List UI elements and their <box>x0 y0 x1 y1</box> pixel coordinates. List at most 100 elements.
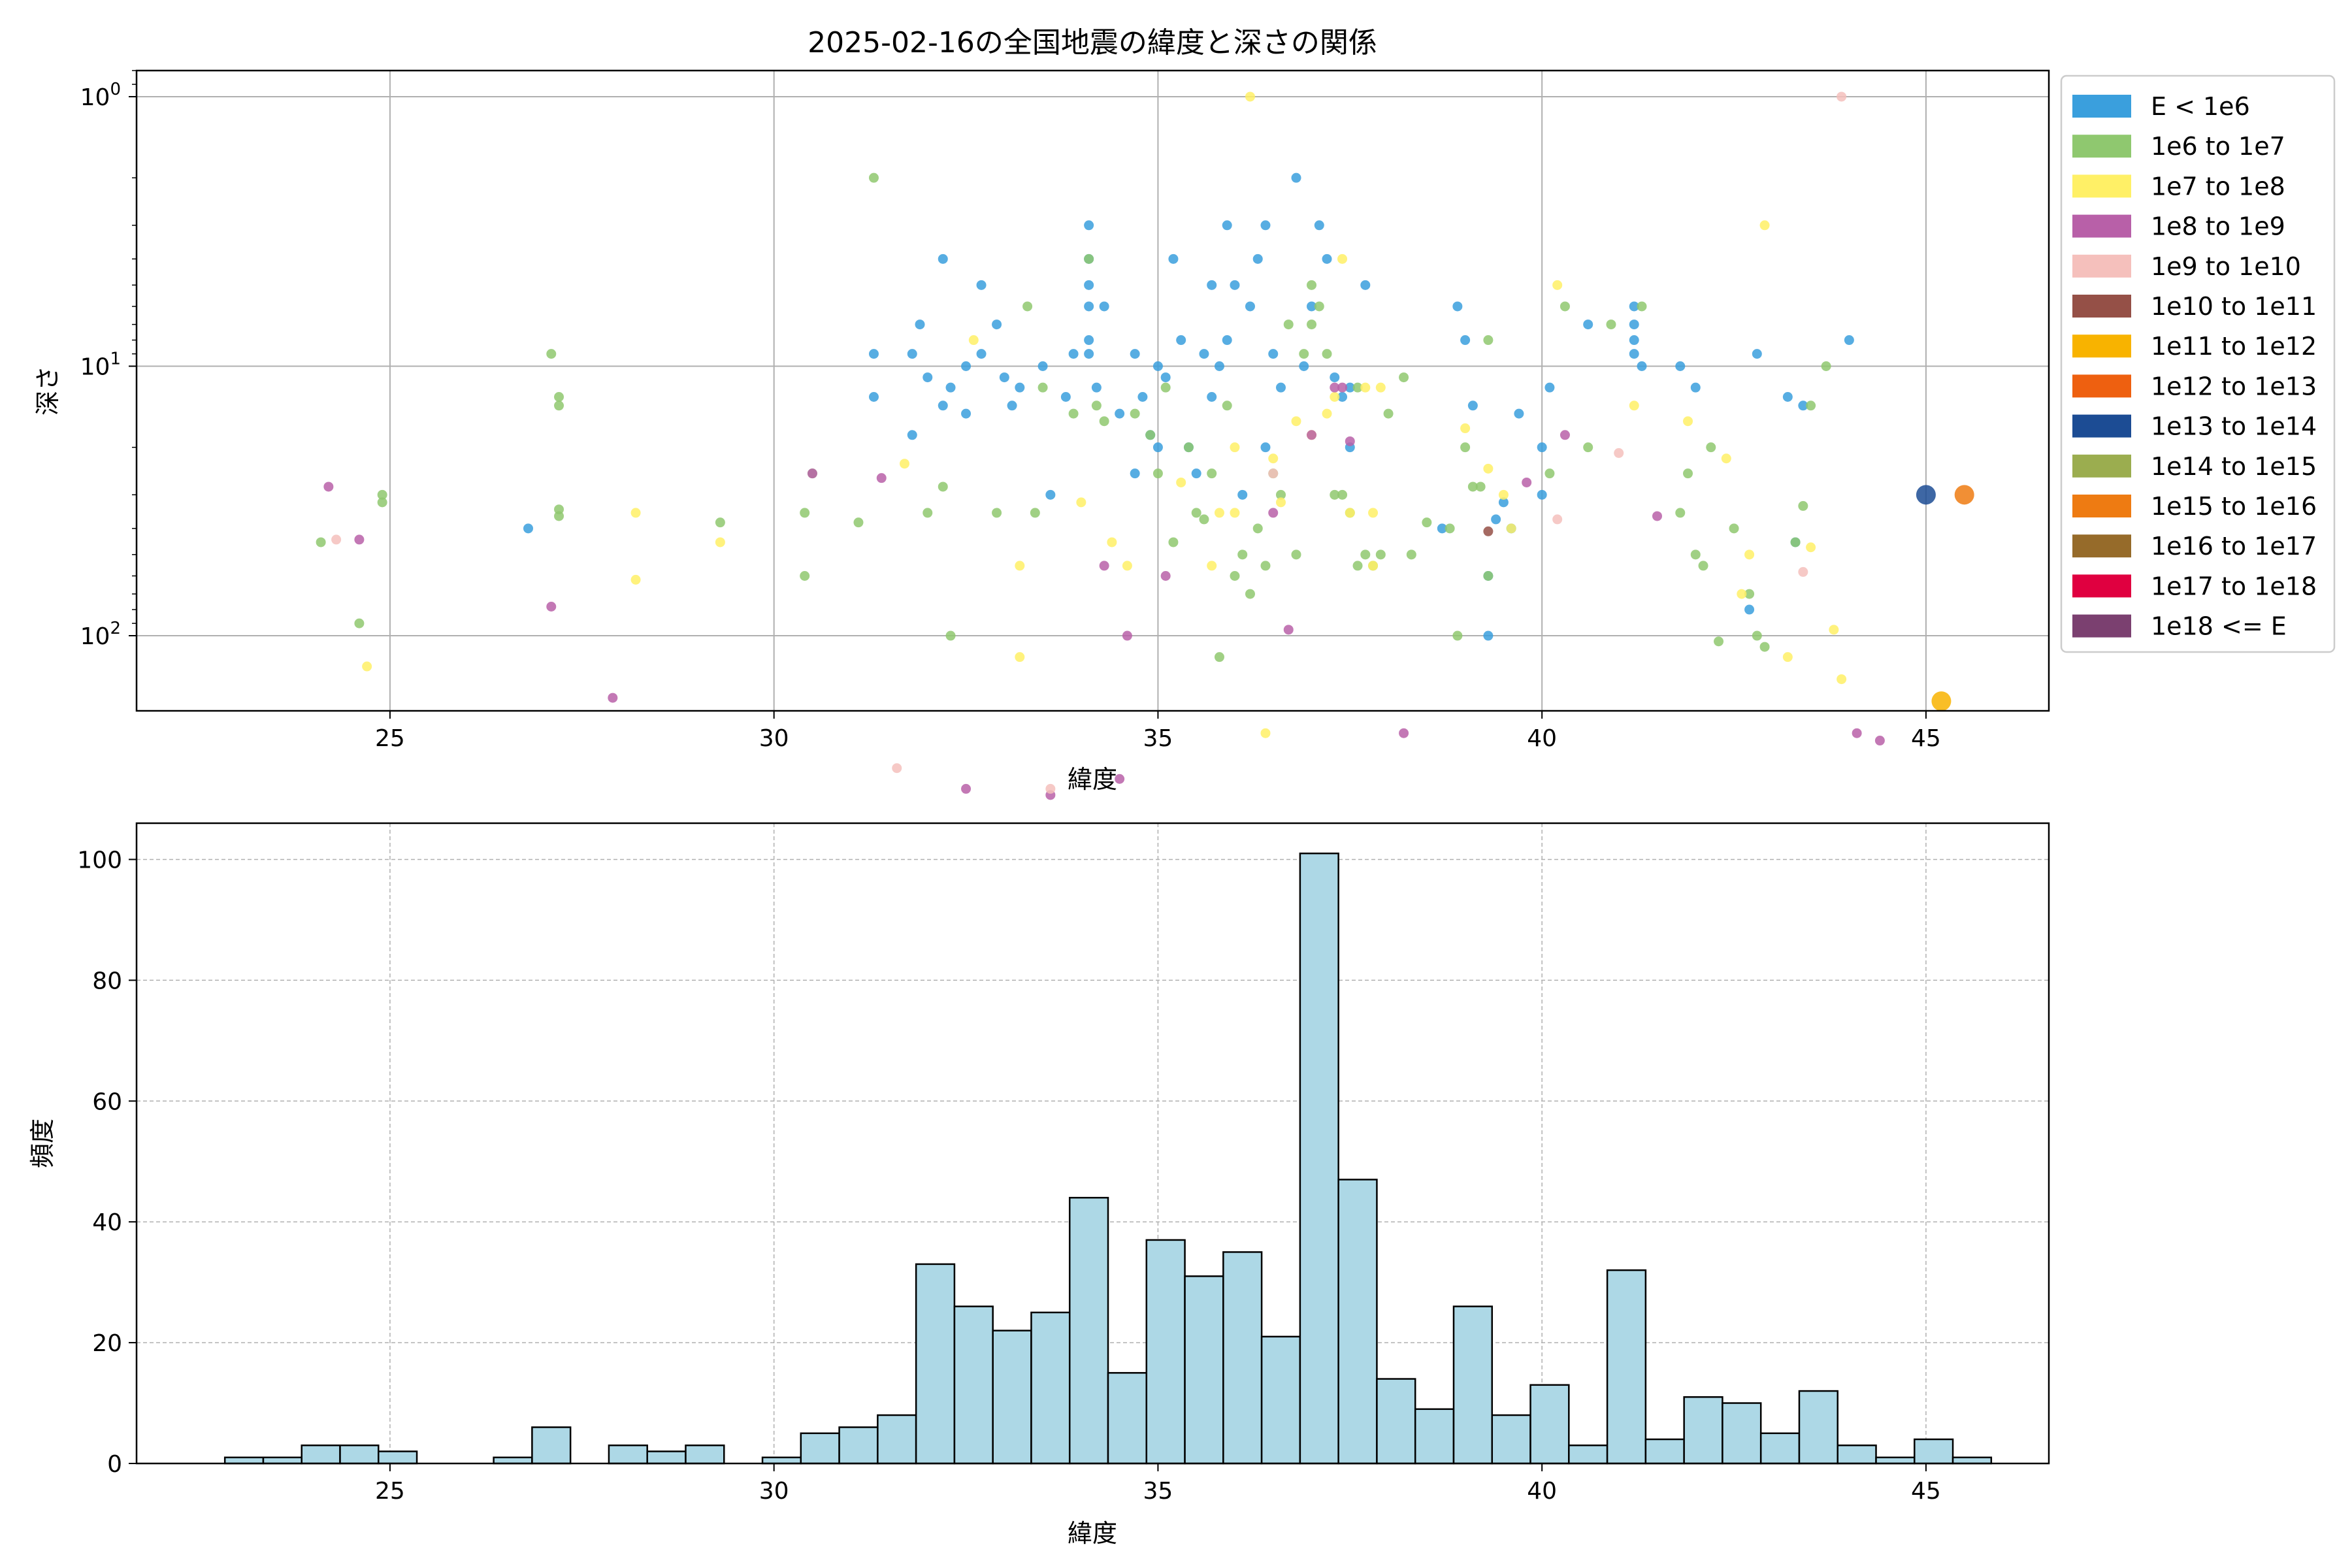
scatter-point <box>1821 361 1831 371</box>
scatter-point <box>1675 508 1686 518</box>
scatter-point <box>1422 517 1432 528</box>
scatter-point <box>1522 477 1532 487</box>
legend-label: 1e13 to 1e14 <box>2151 412 2317 441</box>
histogram-bar <box>1952 1456 1993 1465</box>
scatter-point <box>1375 549 1386 560</box>
legend-swatch <box>2072 414 2131 438</box>
scatter-point <box>1084 220 1094 231</box>
histogram-bar <box>1030 1311 1071 1465</box>
scatter-point <box>1252 253 1263 264</box>
scatter-point <box>323 482 334 492</box>
scatter-y-tick-label: 100 <box>80 80 121 111</box>
scatter-point <box>1399 372 1409 383</box>
histogram-bar <box>1606 1269 1647 1465</box>
scatter-point <box>923 372 933 383</box>
scatter-point <box>1022 301 1033 312</box>
scatter-point <box>1352 382 1363 393</box>
scatter-point <box>1322 253 1332 264</box>
scatter-point <box>1260 220 1271 231</box>
scatter-point <box>923 508 933 518</box>
scatter-point <box>938 253 948 264</box>
histogram-bar <box>1222 1251 1263 1465</box>
scatter-point <box>1237 549 1248 560</box>
scatter-point <box>1230 508 1240 518</box>
scatter-point <box>1222 400 1232 411</box>
histogram-bar <box>1914 1438 1954 1465</box>
scatter-point <box>1837 91 1847 102</box>
scatter-point <box>554 511 564 521</box>
scatter-point <box>1283 319 1294 330</box>
scatter-point <box>1330 391 1340 402</box>
histogram-bar <box>1529 1384 1570 1465</box>
legend-label: 1e18 <= E <box>2151 612 2287 641</box>
scatter-point <box>1160 570 1171 581</box>
scatter-point <box>1759 220 1770 231</box>
scatter-point <box>1030 508 1040 518</box>
scatter-point <box>1560 430 1570 440</box>
scatter-point <box>1207 391 1217 402</box>
histogram-bar <box>1068 1196 1109 1465</box>
scatter-point <box>1115 408 1125 419</box>
scatter-point <box>1698 561 1708 571</box>
scatter-point <box>1498 497 1509 508</box>
histogram-bar <box>1452 1305 1494 1465</box>
histogram-bar <box>685 1445 725 1465</box>
legend-swatch <box>2072 295 2131 318</box>
legend-label: 1e12 to 1e13 <box>2151 372 2317 400</box>
scatter-point <box>377 489 387 500</box>
scatter-point <box>1798 500 1808 511</box>
scatter-point <box>1268 508 1279 518</box>
scatter-point <box>1299 361 1309 371</box>
legend: E < 1e6 1e6 to 1e7 1e7 to 1e8 1e8 to 1e9 1e9… <box>2072 92 2317 641</box>
scatter-point <box>1337 489 1348 500</box>
scatter-point <box>1683 416 1693 427</box>
histogram-bar <box>1568 1445 1609 1465</box>
histogram-x-tick-label: 40 <box>1527 1478 1557 1505</box>
scatter-point <box>1307 319 1317 330</box>
legend-swatch <box>2072 495 2131 517</box>
scatter-point <box>938 482 948 492</box>
scatter-point <box>1629 349 1639 359</box>
legend-swatch <box>2072 454 2131 478</box>
scatter-point <box>1084 301 1094 312</box>
scatter-point <box>1230 570 1240 581</box>
scatter-point <box>1729 523 1739 534</box>
scatter-point <box>554 400 564 411</box>
scatter-point <box>1437 523 1447 534</box>
scatter-point <box>608 693 618 703</box>
legend-swatch <box>2072 574 2131 598</box>
histogram-bar <box>1491 1414 1531 1465</box>
legend-swatch <box>2072 95 2131 118</box>
scatter-point <box>968 335 979 346</box>
scatter-point <box>1275 382 1286 393</box>
histogram-bar <box>877 1414 917 1465</box>
scatter-point <box>1275 489 1286 500</box>
scatter-point <box>1629 335 1639 346</box>
histogram-bar <box>1145 1239 1186 1465</box>
histogram-y-tick-label: 0 <box>107 1451 122 1478</box>
scatter-point <box>1637 361 1647 371</box>
scatter-point <box>1782 391 1793 402</box>
scatter-point <box>1099 561 1109 571</box>
scatter-point <box>1360 280 1371 290</box>
scatter-point <box>1337 253 1348 264</box>
scatter-point <box>1199 349 1209 359</box>
scatter-point <box>1307 430 1317 440</box>
scatter-point <box>1721 453 1731 464</box>
scatter-point <box>715 517 725 528</box>
scatter-point <box>1045 783 1056 794</box>
histogram-bar <box>339 1445 380 1465</box>
scatter-point <box>1137 391 1148 402</box>
scatter-point <box>1115 774 1125 784</box>
scatter-point <box>1483 335 1494 346</box>
scatter-ticks: 25 30 35 40 45 100 101 102 <box>80 70 1941 752</box>
histogram-bars <box>223 852 1993 1465</box>
scatter-point <box>1230 280 1240 290</box>
scatter-point <box>1483 630 1494 641</box>
scatter-point <box>1291 172 1301 183</box>
scatter-point <box>1122 561 1132 571</box>
scatter-point <box>1283 625 1294 635</box>
scatter-point <box>554 391 564 402</box>
histogram-x-tick-label: 30 <box>759 1478 789 1505</box>
